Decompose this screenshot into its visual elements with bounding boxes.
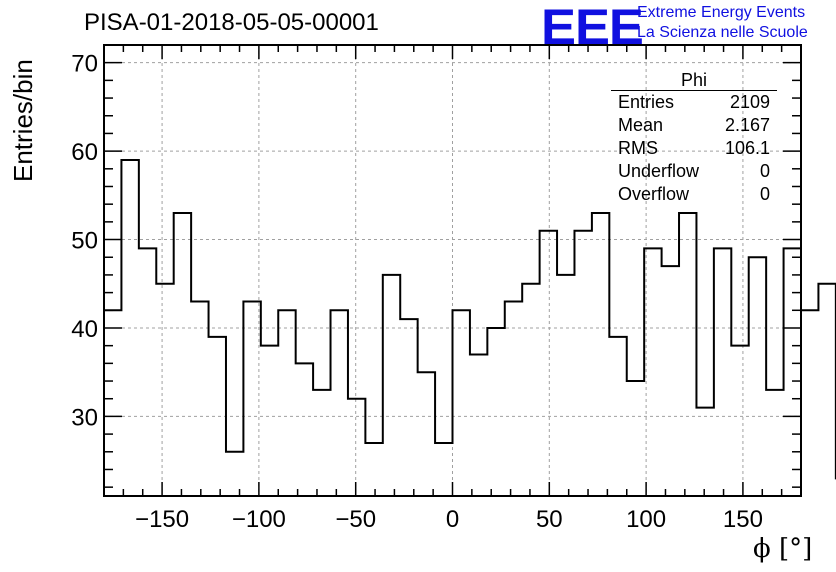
y-tick-label: 60 xyxy=(71,139,98,166)
stats-row-overflow: Overflow 0 xyxy=(611,183,777,206)
run-title: PISA-01-2018-05-05-00001 xyxy=(84,9,379,36)
stats-value: 106.1 xyxy=(724,138,770,158)
stats-value: 0 xyxy=(759,161,770,181)
plot-frame xyxy=(103,44,802,497)
stats-title: Phi xyxy=(611,70,777,91)
y-tick-label: 70 xyxy=(71,51,98,78)
y-tick-label: 30 xyxy=(71,404,98,431)
x-tick-label: 50 xyxy=(536,506,563,533)
y-tick-label: 50 xyxy=(71,228,98,255)
stats-label: Overflow xyxy=(618,184,690,204)
stats-value: 2.167 xyxy=(724,115,770,135)
x-tick-label: 0 xyxy=(446,506,459,533)
stats-value: 0 xyxy=(759,184,770,204)
x-tick-labels: −150 −100 −50 0 50 100 150 xyxy=(135,506,763,533)
stats-row-mean: Mean 2.167 xyxy=(611,114,777,137)
stats-box: Phi Entries 2109 Mean 2.167 RMS 106.1 Un… xyxy=(611,70,777,206)
stats-row-underflow: Underflow 0 xyxy=(611,160,777,183)
stats-value: 2109 xyxy=(729,92,770,112)
axis-ticks xyxy=(104,45,801,496)
brand-subtitle: La Scienza nelle Scuole xyxy=(637,24,808,41)
brand-name: Extreme Energy Events xyxy=(637,4,806,21)
y-tick-labels: 30 40 50 60 70 xyxy=(71,51,98,432)
stats-label: Entries xyxy=(618,92,675,112)
x-axis-label: ϕ [°] xyxy=(753,534,813,564)
stats-row-entries: Entries 2109 xyxy=(611,91,777,114)
x-tick-label: −100 xyxy=(232,506,286,533)
x-tick-label: −50 xyxy=(335,506,376,533)
x-tick-label: 100 xyxy=(626,506,666,533)
y-tick-label: 40 xyxy=(71,316,98,343)
stats-label: Underflow xyxy=(618,161,700,181)
stats-label: Mean xyxy=(618,115,664,135)
histogram-step-line xyxy=(104,158,836,480)
stats-row-rms: RMS 106.1 xyxy=(611,137,777,160)
stats-label: RMS xyxy=(618,138,658,158)
x-tick-label: 150 xyxy=(723,506,763,533)
x-tick-label: −150 xyxy=(135,506,189,533)
